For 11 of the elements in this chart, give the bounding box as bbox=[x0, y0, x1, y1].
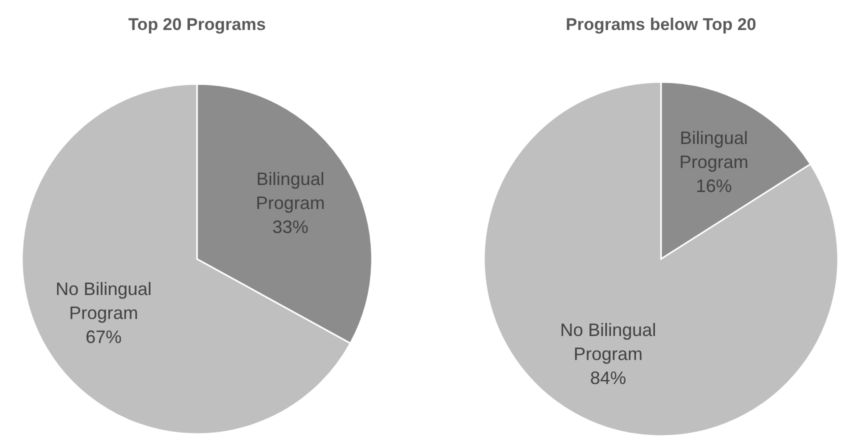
chart-title: Top 20 Programs bbox=[128, 15, 266, 34]
slice-label: Bilingual Program bbox=[256, 168, 325, 213]
slice-label: No Bilingual Program bbox=[56, 278, 152, 323]
data-label: 67% bbox=[86, 326, 122, 347]
data-label: 16% bbox=[696, 176, 732, 196]
slice-label: Bilingual Program bbox=[679, 128, 748, 172]
slice-label: No Bilingual Program bbox=[560, 320, 656, 364]
chart-title: Programs below Top 20 bbox=[566, 15, 756, 34]
pie-slice bbox=[483, 81, 839, 437]
data-label: 33% bbox=[272, 216, 308, 237]
data-label: 84% bbox=[590, 368, 626, 388]
